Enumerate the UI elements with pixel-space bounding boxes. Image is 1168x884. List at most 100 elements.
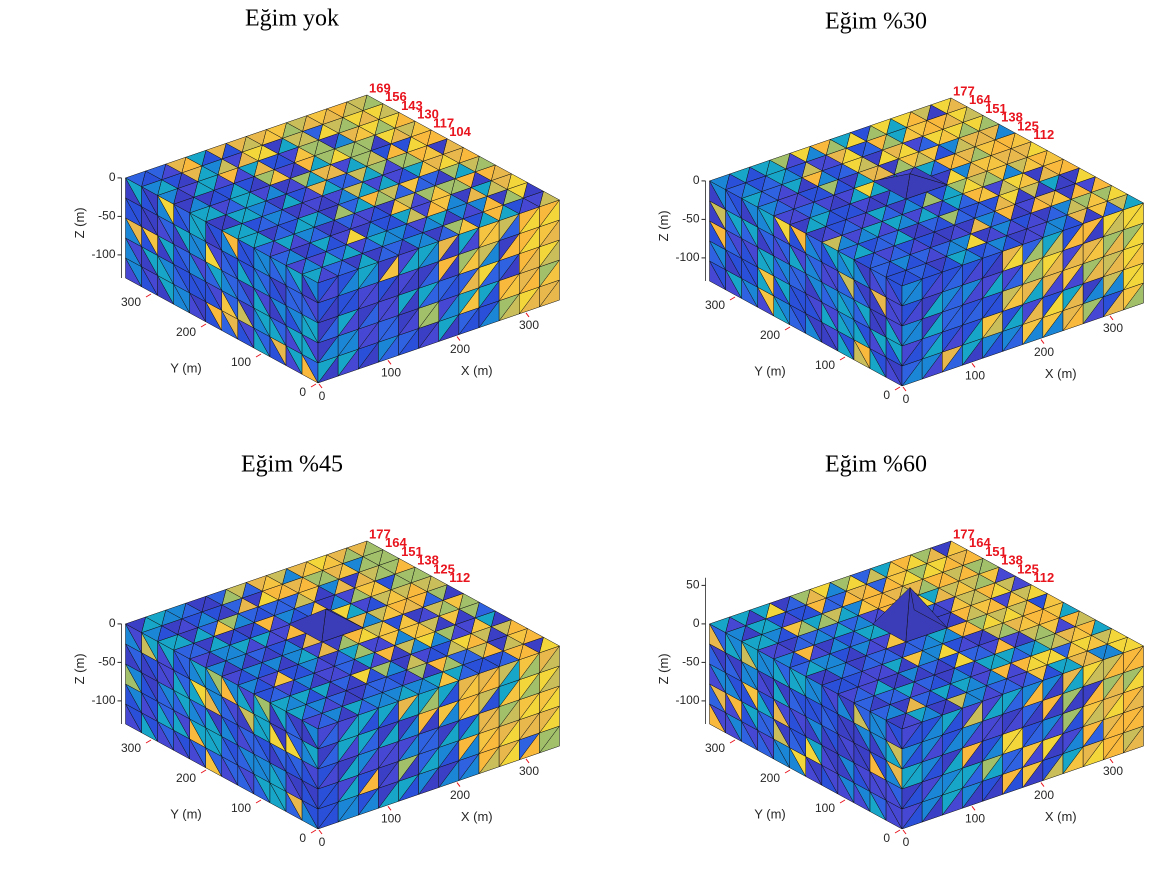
y-tick-label: 200: [176, 325, 196, 339]
x-tick: [526, 313, 529, 317]
y-axis-label: Y (m): [754, 363, 786, 378]
y-tick: [895, 387, 900, 390]
z-axis-label: Z (m): [72, 653, 87, 684]
z-tick-label: -50: [682, 212, 700, 226]
x-tick-label: 200: [1034, 788, 1054, 802]
y-tick-label: 100: [231, 801, 251, 815]
y-tick-label: 200: [176, 771, 196, 785]
x-tick: [1041, 340, 1044, 344]
x-tick: [319, 830, 322, 834]
y-tick-label: 300: [705, 741, 725, 755]
z-tick-label: -100: [675, 693, 699, 707]
y-axis-label: Y (m): [170, 806, 202, 821]
panel: Eğim %30 -100 -50 0 Z (m) 0 100 200 300 Y (m) 0 100…: [656, 9, 1144, 407]
y-tick: [785, 327, 790, 330]
y-tick-label: 100: [815, 801, 835, 815]
x-tick: [457, 337, 460, 341]
z-tick-label: 0: [109, 616, 116, 630]
figure: Eğim yok -100 -50 0 Z (m) 0 100 200 300 Y (m) 0 100…: [0, 0, 1168, 884]
z-tick-label: -100: [675, 250, 699, 264]
z-tick-label: -50: [98, 209, 116, 223]
y-tick-label: 0: [883, 388, 890, 402]
node-label: 112: [1033, 127, 1054, 142]
y-tick-label: 0: [883, 831, 890, 845]
x-tick-label: 300: [519, 764, 539, 778]
panel-title: Eğim yok: [245, 6, 339, 32]
z-tick-label: 0: [693, 616, 700, 630]
x-tick-label: 200: [1034, 345, 1054, 359]
panel: Eğim %45-100-500Z (m)0100200300Y (m)0100…: [72, 452, 560, 850]
x-tick: [319, 384, 322, 388]
y-tick: [730, 297, 735, 300]
y-tick: [256, 800, 261, 803]
z-tick-label: 50: [686, 578, 700, 592]
x-tick: [388, 806, 391, 810]
x-tick-label: 300: [519, 318, 539, 332]
x-tick-label: 100: [965, 811, 985, 825]
y-tick: [311, 384, 316, 387]
x-tick: [903, 387, 906, 391]
y-tick: [256, 354, 261, 357]
x-tick-label: 200: [450, 788, 470, 802]
node-label: 112: [449, 570, 470, 585]
x-tick: [388, 360, 391, 364]
x-tick: [972, 363, 975, 367]
x-axis-label: X (m): [461, 363, 493, 378]
x-axis-label: X (m): [1045, 809, 1077, 824]
x-axis-label: X (m): [461, 809, 493, 824]
y-tick-label: 300: [121, 295, 141, 309]
x-tick: [1041, 783, 1044, 787]
x-tick: [1110, 316, 1113, 320]
x-tick: [457, 783, 460, 787]
y-tick-label: 200: [760, 328, 780, 342]
x-tick-label: 100: [381, 365, 401, 379]
z-tick-label: -100: [91, 247, 115, 261]
y-tick: [201, 770, 206, 773]
y-tick: [146, 294, 151, 297]
panel-title: Eğim %45: [241, 452, 343, 478]
x-tick-label: 100: [965, 368, 985, 382]
y-tick: [785, 770, 790, 773]
z-tick-label: -50: [682, 655, 700, 669]
y-axis-label: Y (m): [754, 806, 786, 821]
y-tick-label: 0: [299, 831, 306, 845]
x-tick-label: 0: [903, 835, 910, 849]
y-tick: [840, 800, 845, 803]
x-tick: [526, 759, 529, 763]
panel: Eğim %60 -100 -50 0 50 Z (m) 0 100 200 300 Y (m) 0 1…: [656, 452, 1144, 850]
panel-title: Eğim %60: [825, 452, 927, 478]
y-tick-label: 300: [121, 741, 141, 755]
y-tick-label: 200: [760, 771, 780, 785]
y-axis-label: Y (m): [170, 360, 202, 375]
x-tick-label: 300: [1103, 321, 1123, 335]
y-tick: [201, 324, 206, 327]
x-tick: [903, 830, 906, 834]
z-tick-label: 0: [693, 173, 700, 187]
x-tick-label: 200: [450, 342, 470, 356]
panel-title: Eğim %30: [825, 9, 927, 35]
y-tick: [311, 830, 316, 833]
node-label: 104: [449, 124, 471, 139]
z-tick-label: 0: [109, 170, 116, 184]
x-tick-label: 0: [319, 389, 326, 403]
y-tick: [146, 740, 151, 743]
y-tick: [730, 740, 735, 743]
z-axis-label: Z (m): [656, 653, 671, 684]
x-tick: [1110, 759, 1113, 763]
z-axis-label: Z (m): [72, 207, 87, 238]
z-axis-label: Z (m): [656, 210, 671, 241]
x-tick-label: 100: [381, 811, 401, 825]
x-tick-label: 0: [319, 835, 326, 849]
y-tick-label: 300: [705, 298, 725, 312]
y-tick-label: 100: [815, 358, 835, 372]
node-label: 112: [1033, 570, 1054, 585]
x-axis-label: X (m): [1045, 366, 1077, 381]
y-tick-label: 100: [231, 355, 251, 369]
y-tick: [840, 357, 845, 360]
x-tick-label: 300: [1103, 764, 1123, 778]
y-tick: [895, 830, 900, 833]
x-tick: [972, 806, 975, 810]
x-tick-label: 0: [903, 392, 910, 406]
z-tick-label: -100: [91, 693, 115, 707]
